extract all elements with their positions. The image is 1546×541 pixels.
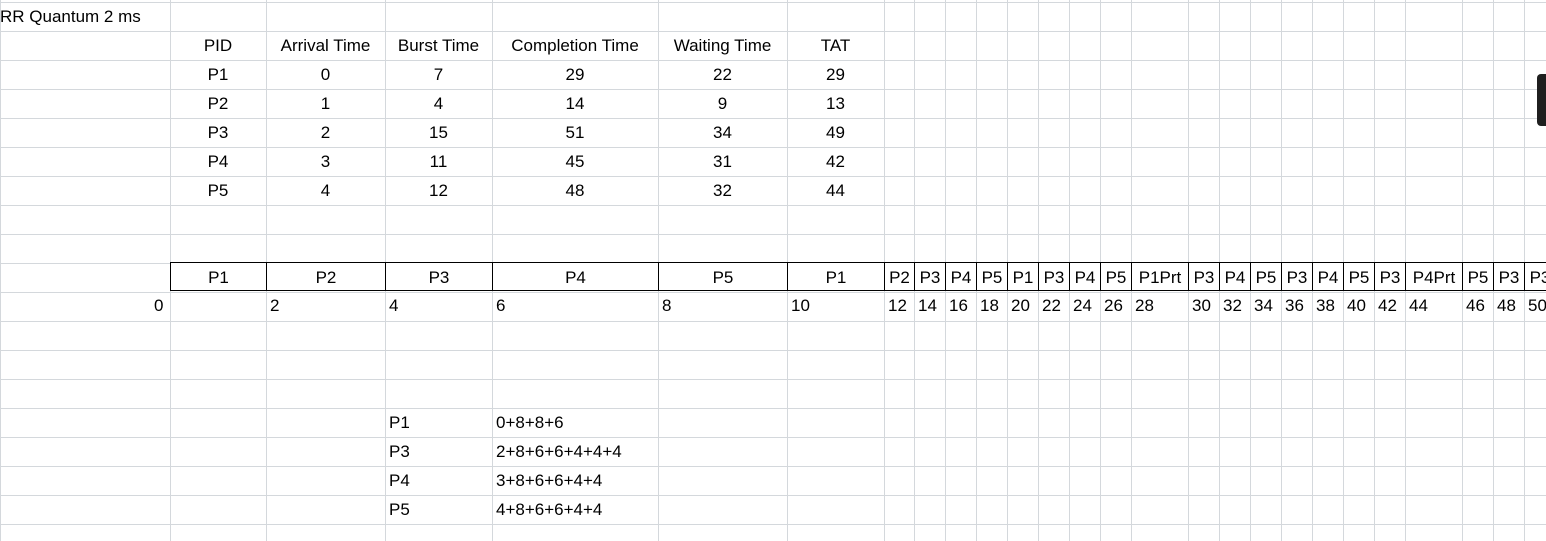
table-cell[interactable]: 14 [565, 94, 585, 113]
table-header-cell[interactable]: PID [203, 36, 233, 55]
note-pid[interactable]: P5 [389, 500, 410, 519]
gantt-time-label[interactable]: 22 [1042, 296, 1061, 315]
gantt-block[interactable]: P5 [976, 262, 1008, 291]
gantt-time-label[interactable]: 12 [888, 296, 907, 315]
gantt-block[interactable]: P1 [170, 262, 267, 291]
gantt-time-label[interactable]: 30 [1192, 296, 1211, 315]
gantt-block[interactable]: P3 [914, 262, 946, 291]
gantt-time-label[interactable]: 0 [154, 296, 164, 315]
table-cell[interactable]: 51 [565, 123, 585, 142]
table-cell[interactable]: 32 [713, 181, 732, 200]
gantt-time-label[interactable]: 6 [496, 296, 506, 315]
gantt-block[interactable]: P1 [1007, 262, 1039, 291]
table-cell[interactable]: 31 [713, 152, 732, 171]
gantt-time-label[interactable]: 32 [1223, 296, 1242, 315]
gantt-block[interactable]: P4 [945, 262, 977, 291]
gantt-time-label[interactable]: 2 [270, 296, 280, 315]
gantt-time-label[interactable]: 8 [662, 296, 672, 315]
gantt-block[interactable]: P2 [884, 262, 915, 291]
note-expression[interactable]: 0+8+8+6 [496, 413, 564, 432]
gantt-time-label[interactable]: 28 [1135, 296, 1154, 315]
table-cell[interactable]: 15 [429, 123, 448, 142]
note-expression[interactable]: 2+8+6+6+4+4+4 [496, 442, 622, 461]
table-cell[interactable]: 12 [429, 181, 448, 200]
gantt-block[interactable]: P3 [1374, 262, 1406, 291]
gantt-block[interactable]: P5 [658, 262, 788, 291]
table-cell[interactable]: 7 [433, 65, 444, 84]
table-cell[interactable]: 2 [320, 123, 331, 142]
gantt-block[interactable]: P2 [266, 262, 386, 291]
table-cell[interactable]: 29 [826, 65, 845, 84]
gantt-time-label[interactable]: 20 [1011, 296, 1030, 315]
table-cell[interactable]: 49 [826, 123, 845, 142]
gantt-time-label[interactable]: 26 [1104, 296, 1123, 315]
gantt-block[interactable]: P5 [1250, 262, 1282, 291]
table-cell[interactable]: 0 [320, 65, 331, 84]
gantt-time-label[interactable]: 50 [1528, 296, 1546, 315]
gantt-time-label[interactable]: 4 [389, 296, 399, 315]
note-pid[interactable]: P3 [389, 442, 410, 461]
table-cell[interactable]: 22 [713, 65, 732, 84]
table-cell[interactable]: 9 [717, 94, 728, 113]
gantt-time-label[interactable]: 36 [1285, 296, 1304, 315]
table-cell[interactable]: 42 [826, 152, 845, 171]
gantt-time-label[interactable]: 14 [918, 296, 937, 315]
gantt-time-label[interactable]: 10 [791, 296, 810, 315]
gantt-block[interactable]: P5 [1462, 262, 1494, 291]
table-cell[interactable]: P2 [207, 94, 229, 113]
table-header-cell[interactable]: TAT [820, 36, 851, 55]
gantt-block[interactable]: P4 [492, 262, 659, 291]
note-expression[interactable]: 4+8+6+6+4+4 [496, 500, 603, 519]
gantt-block[interactable]: P5 [1343, 262, 1375, 291]
table-cell[interactable]: 44 [826, 181, 845, 200]
table-cell[interactable]: 4 [320, 181, 331, 200]
gantt-block[interactable]: P1Prt [1131, 262, 1189, 291]
table-cell[interactable]: P5 [207, 181, 229, 200]
gantt-time-label[interactable]: 44 [1409, 296, 1428, 315]
table-cell[interactable]: 48 [565, 181, 585, 200]
gantt-time-label[interactable]: 42 [1378, 296, 1397, 315]
gantt-block[interactable]: P4 [1219, 262, 1251, 291]
table-cell[interactable]: P4 [207, 152, 229, 171]
table-cell[interactable]: 1 [320, 94, 331, 113]
gantt-block[interactable]: P3 [1493, 262, 1525, 291]
side-panel-tab[interactable] [1537, 74, 1546, 126]
gantt-block[interactable]: P4Prt [1405, 262, 1463, 291]
gantt-block[interactable]: P3 [385, 262, 493, 291]
gantt-time-label[interactable]: 38 [1316, 296, 1335, 315]
gantt-block[interactable]: P3 [1524, 262, 1546, 291]
gantt-block[interactable]: P4 [1312, 262, 1344, 291]
table-cell[interactable]: 11 [429, 152, 448, 171]
gantt-time-label[interactable]: 40 [1347, 296, 1366, 315]
table-cell[interactable]: 45 [565, 152, 585, 171]
gantt-time-label[interactable]: 24 [1073, 296, 1092, 315]
table-header-cell[interactable]: Waiting Time [673, 36, 772, 55]
sheet-title[interactable]: RR Quantum 2 ms [0, 7, 141, 26]
gantt-block[interactable]: P3 [1188, 262, 1220, 291]
gantt-block[interactable]: P3 [1281, 262, 1313, 291]
gantt-block[interactable]: P5 [1100, 262, 1132, 291]
gantt-time-label[interactable]: 18 [980, 296, 999, 315]
note-expression[interactable]: 3+8+6+6+4+4 [496, 471, 603, 490]
table-cell[interactable]: 3 [320, 152, 331, 171]
table-cell[interactable]: 13 [826, 94, 845, 113]
table-header-cell[interactable]: Completion Time [511, 36, 639, 55]
gantt-time-label[interactable]: 46 [1466, 296, 1485, 315]
gantt-block[interactable]: P1 [787, 262, 885, 291]
gantt-time-label[interactable]: 48 [1497, 296, 1516, 315]
gantt-block[interactable]: P4 [1069, 262, 1101, 291]
table-cell[interactable]: P3 [207, 123, 229, 142]
gantt-block[interactable]: P3 [1038, 262, 1070, 291]
table-cell[interactable]: P1 [207, 65, 229, 84]
gantt-time-label[interactable]: 34 [1254, 296, 1273, 315]
table-cell[interactable]: 4 [433, 94, 444, 113]
table-header-cell[interactable]: Burst Time [397, 36, 480, 55]
gantt-time-label[interactable]: 16 [949, 296, 968, 315]
table-cell[interactable]: 34 [713, 123, 732, 142]
note-pid[interactable]: P4 [389, 471, 410, 490]
table-cell[interactable]: 29 [565, 65, 585, 84]
note-pid[interactable]: P1 [389, 413, 410, 432]
table-header-cell[interactable]: Arrival Time [280, 36, 371, 55]
